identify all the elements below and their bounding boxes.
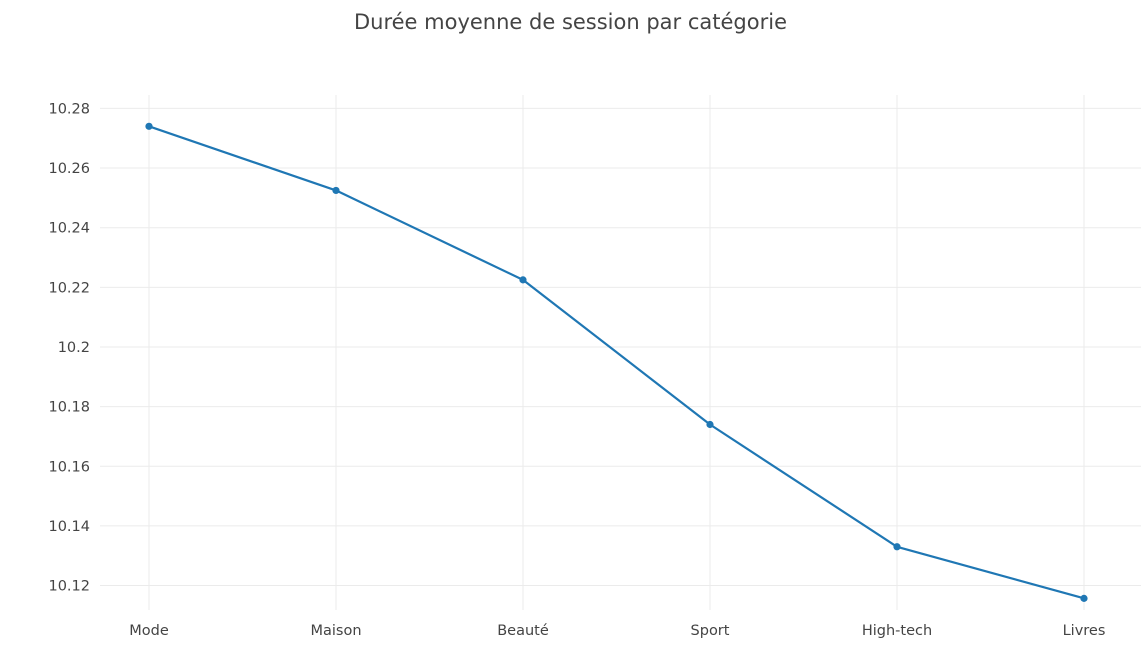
data-point [145,122,153,130]
series-line [148,125,1085,600]
y-tick-label: 10.12 [48,579,90,595]
y-tick-label: 10.16 [48,459,90,475]
chart-title: Durée moyenne de session par catégorie [353,10,787,34]
y-tick-label: 10.14 [48,519,90,535]
data-point [519,276,527,284]
y-tick-label: 10.26 [48,161,90,177]
data-point [1080,594,1088,602]
y-tick-label: 10.28 [48,101,90,117]
data-point [332,186,340,195]
x-tick-label: Maison [310,623,361,639]
data-point [706,420,714,429]
grid-lines [100,95,1141,610]
x-tick-label: Livres [1063,623,1106,639]
x-tick-label: Sport [691,623,730,639]
series-layer [145,122,1088,602]
data-point [893,543,901,551]
x-tick-label: Beauté [497,623,549,639]
y-tick-label: 10.18 [48,400,90,416]
axis-labels: 10.12 10.14 10.16 10.18 10.2 10.22 10.24 10.26 1… [48,101,1105,639]
x-tick-label: High-tech [862,623,932,639]
x-tick-label: Mode [129,623,169,639]
y-tick-label: 10.22 [48,280,90,296]
y-tick-label: 10.24 [48,221,90,237]
y-tick-label: 10.2 [58,340,90,356]
